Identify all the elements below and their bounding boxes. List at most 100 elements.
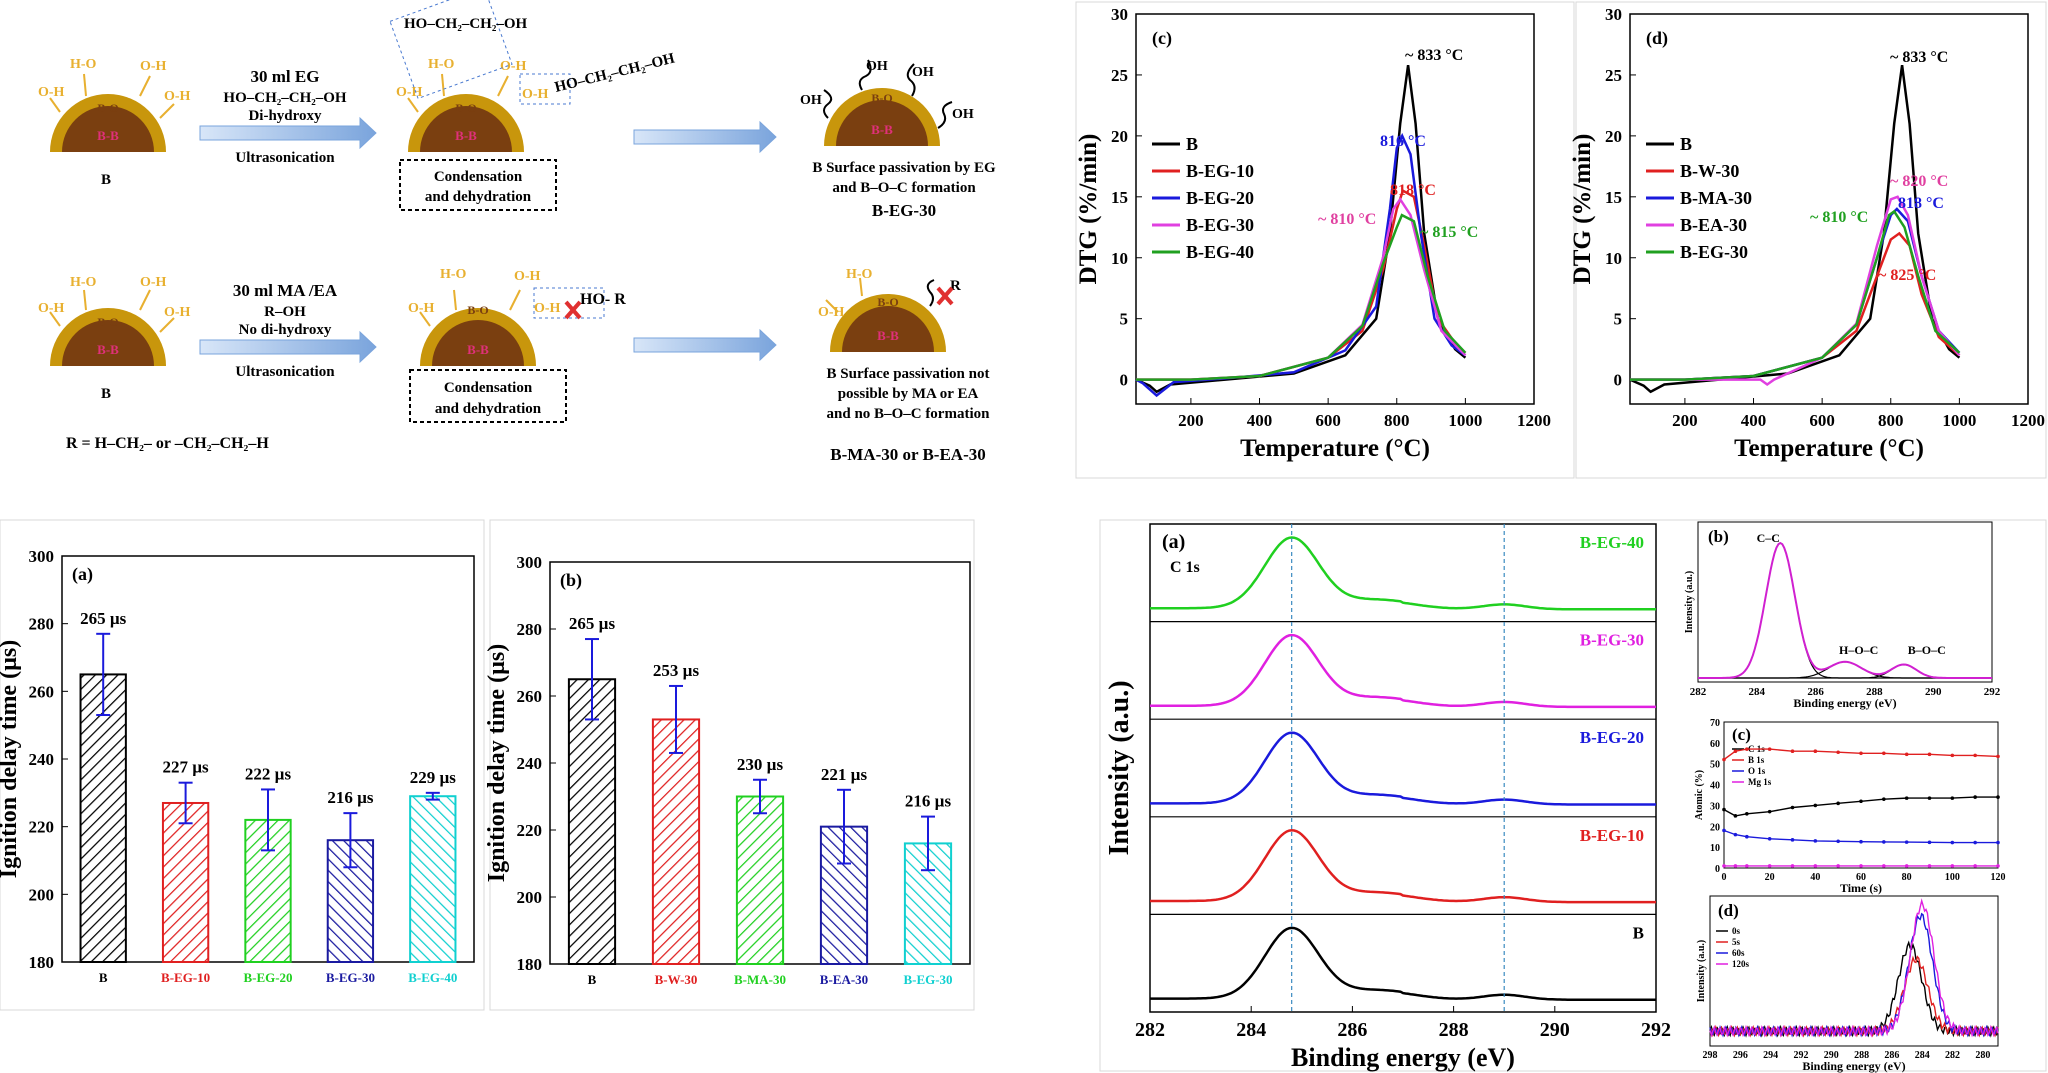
shell-label: B-O — [877, 295, 898, 309]
series-line — [1136, 213, 1467, 381]
plot-frame — [1709, 895, 1999, 1047]
plot-frame — [1629, 13, 2029, 405]
bar — [79, 673, 127, 964]
panel-frame — [1575, 1, 2047, 479]
bar — [161, 801, 210, 963]
oh-label: O-H — [408, 301, 435, 316]
y-tick-label: 240 — [29, 750, 55, 769]
x-axis-label: Time (s) — [1840, 881, 1882, 895]
data-point — [1904, 864, 1909, 868]
panel-label: (d) — [1718, 901, 1739, 920]
y-tick-label: 20 — [1710, 822, 1720, 833]
x-tick-label: 800 — [1878, 411, 1904, 430]
x-tick-label: 292 — [1984, 686, 2001, 698]
x-axis-label: Binding energy (eV) — [1802, 1059, 1905, 1073]
core-level-label: C 1s — [1170, 559, 1200, 576]
x-tick-label: 100 — [1945, 872, 1960, 883]
panel-frame — [489, 519, 975, 1011]
y-tick-label: 70 — [1710, 718, 1720, 729]
xps-c1s-stack: B-EG-40 B-EG-30 B-EG-20 B-EG-10 B 282 284 286 28… — [1104, 523, 1671, 1072]
y-tick-label: 60 — [1710, 739, 1720, 750]
data-point — [1767, 747, 1772, 751]
data-label: 230 µs — [737, 755, 784, 774]
molecule-box — [519, 73, 571, 105]
dtg-chart-d: 200 400 600 800 1000 1200 0 5 10 15 20 25 30 Temperat… — [1569, 5, 2045, 462]
data-point — [1836, 839, 1840, 844]
x-tick-label: 20 — [1765, 872, 1775, 883]
data-point — [1790, 838, 1795, 842]
x-tick-label: 280 — [1975, 1050, 1990, 1061]
x-tick-label: B-EG-10 — [161, 970, 210, 985]
data-point — [1882, 864, 1886, 868]
legend-entry: B-EG-20 — [1186, 188, 1254, 208]
step-label: and dehydration — [435, 401, 542, 417]
result-label: B Surface passivation by EG — [812, 160, 996, 176]
plot-frame — [1723, 721, 1999, 869]
x-tick-label: 290 — [1540, 1019, 1570, 1041]
y-tick-label: 200 — [29, 885, 55, 904]
y-tick-label: 5 — [1614, 310, 1623, 329]
x-tick-label: 282 — [1690, 686, 1707, 698]
result-label: possible by MA or EA — [838, 386, 979, 402]
y-tick-label: 5 — [1120, 310, 1129, 329]
y-tick-label: 280 — [29, 615, 55, 634]
peak-annotation: ~ 833 °C — [1405, 47, 1463, 64]
x-tick-label: 292 — [1641, 1019, 1671, 1041]
y-tick-label: 280 — [517, 620, 543, 639]
oh-label: O-H — [514, 269, 541, 284]
legend-entry: 60s — [1732, 948, 1745, 958]
x-tick-label: 292 — [1793, 1050, 1808, 1061]
spectrum-line — [1709, 898, 1999, 1038]
series-line — [1630, 195, 1961, 387]
data-point — [1790, 805, 1795, 810]
y-tick-label: 40 — [1710, 781, 1720, 792]
envelope-line — [1698, 541, 1992, 679]
peak-label: C–C — [1757, 531, 1780, 545]
data-point — [1927, 796, 1932, 800]
oh-label: O-H — [522, 87, 549, 102]
legend-entry: B-W-30 — [1680, 161, 1739, 181]
data-point — [1813, 803, 1818, 808]
y-axis-label: Intensity (a.u.) — [1104, 680, 1135, 855]
x-tick-label: 200 — [1178, 411, 1204, 430]
particle-b-row1: B-B B-O O-H H-O O-H O-H — [38, 57, 191, 152]
peak-annotation: ~ 825 °C — [1878, 267, 1936, 284]
data-point — [1904, 840, 1909, 844]
oh-label: OH — [800, 93, 822, 108]
data-label: 229 µs — [410, 768, 457, 787]
y-tick-label: 300 — [517, 553, 543, 572]
data-point — [1745, 864, 1749, 868]
data-label: 253 µs — [653, 661, 700, 680]
molecule-top-label: HO–CH₂–CH₂–OH — [404, 16, 527, 32]
y-tick-label: 10 — [1111, 249, 1128, 268]
data-label: 216 µs — [327, 788, 374, 807]
data-point — [1996, 840, 2000, 845]
r-definition-label: R = H–CH₂– or –CH₂–CH₂–H — [66, 435, 269, 452]
y-tick-label: 50 — [1710, 760, 1720, 771]
data-point — [1996, 864, 2000, 868]
legend-entry: B — [1680, 134, 1692, 154]
core-label: B-B — [467, 342, 489, 357]
y-tick-label: 0 — [1120, 371, 1129, 390]
y-axis-label: Intensity (a.u.) — [1684, 571, 1695, 634]
cross-icon — [564, 300, 582, 320]
spectrum-line — [1150, 536, 1656, 611]
step-label: and dehydration — [425, 189, 532, 205]
x-axis-label: Temperature (°C) — [1240, 435, 1430, 462]
legend-entry: O 1s — [1748, 766, 1766, 776]
y-tick-label: 30 — [1111, 5, 1128, 24]
data-label: 222 µs — [245, 764, 292, 783]
shell-label: B-O — [467, 303, 488, 317]
y-axis-label: DTG (%/min) — [1075, 134, 1102, 285]
legend-entry: B-EG-10 — [1186, 161, 1254, 181]
note-label: Di-hydroxy — [248, 108, 322, 124]
shell-label: B-O — [97, 101, 118, 115]
y-tick-label: 200 — [517, 888, 543, 907]
y-axis-label: Intensity (a.u.) — [1696, 940, 1707, 1003]
solvent-label: 30 ml EG — [251, 67, 320, 86]
oh-label: O-H — [38, 85, 65, 100]
product-label: B-EG-30 — [872, 201, 936, 220]
legend-entry: B-MA-30 — [1680, 188, 1752, 208]
oh-label: O-H — [534, 301, 561, 316]
x-tick-label: 0 — [1722, 872, 1727, 883]
